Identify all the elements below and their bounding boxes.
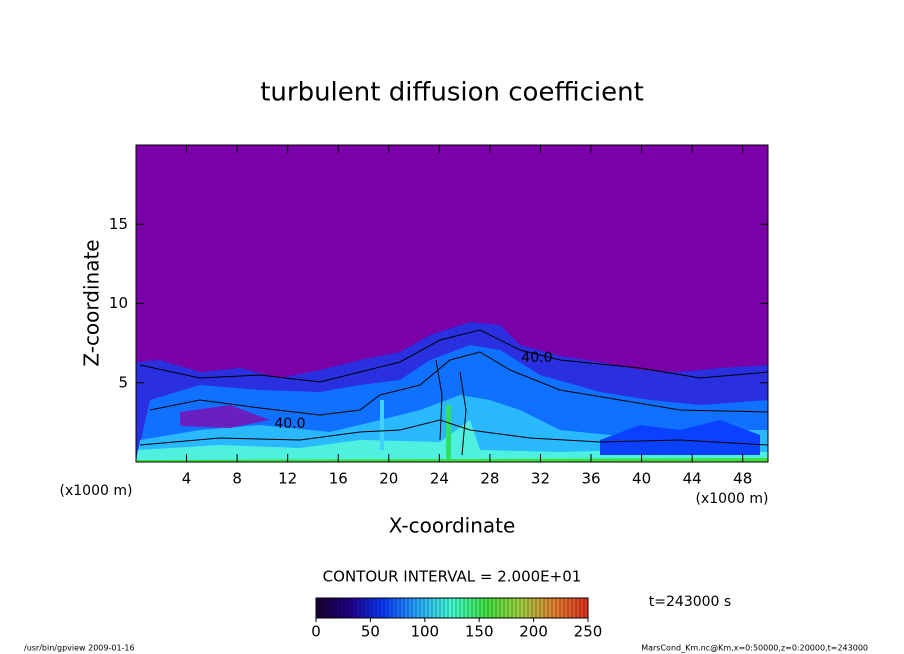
y-tick-label: 15 bbox=[109, 215, 128, 233]
y-axis-unit: (x1000 m) bbox=[60, 483, 133, 499]
footer-left: /usr/bin/gpview 2009-01-16 bbox=[24, 644, 135, 653]
colorbar-tick-label: 0 bbox=[311, 623, 321, 641]
y-axis-label: Z-coordinate bbox=[80, 239, 104, 366]
x-tick-label: 40 bbox=[632, 470, 651, 488]
time-label: t=243000 s bbox=[649, 594, 731, 610]
x-tick-label: 20 bbox=[379, 470, 398, 488]
x-tick-label: 48 bbox=[733, 470, 752, 488]
x-axis-unit: (x1000 m) bbox=[696, 491, 769, 507]
colorbar-tick-label: 50 bbox=[361, 623, 380, 641]
x-tick-label: 4 bbox=[182, 470, 192, 488]
chart-title: turbulent diffusion coefficient bbox=[260, 78, 644, 108]
colorbar-tick-label: 200 bbox=[519, 623, 548, 641]
contour-interval: CONTOUR INTERVAL = 2.000E+01 bbox=[323, 568, 582, 586]
x-axis-label: X-coordinate bbox=[389, 514, 516, 538]
contour-label: 40.0 bbox=[521, 350, 552, 366]
x-tick-label: 28 bbox=[480, 470, 499, 488]
x-tick-label: 8 bbox=[232, 470, 242, 488]
x-tick-label: 36 bbox=[581, 470, 600, 488]
y-tick-label: 10 bbox=[109, 294, 128, 312]
contour-label: 40.0 bbox=[274, 416, 305, 432]
colorbar-tick-label: 250 bbox=[574, 623, 603, 641]
colorbar-tick-label: 100 bbox=[410, 623, 439, 641]
field bbox=[136, 145, 768, 462]
y-tick-label: 5 bbox=[118, 373, 128, 391]
colorbar-tick-label: 150 bbox=[465, 623, 494, 641]
x-tick-label: 32 bbox=[531, 470, 550, 488]
x-tick-label: 12 bbox=[278, 470, 297, 488]
colorbar bbox=[315, 597, 589, 619]
x-tick-label: 44 bbox=[683, 470, 702, 488]
x-tick-label: 24 bbox=[430, 470, 449, 488]
x-tick-label: 16 bbox=[329, 470, 348, 488]
footer-right: MarsCond_Km.nc@Km,x=0:50000,z=0:20000,t=… bbox=[641, 644, 868, 653]
